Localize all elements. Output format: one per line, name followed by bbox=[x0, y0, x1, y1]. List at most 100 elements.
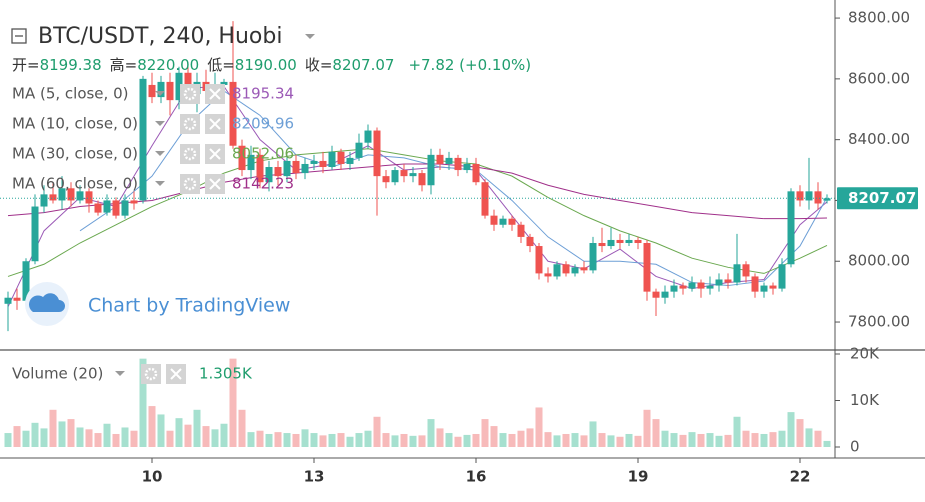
volume-bar bbox=[706, 433, 714, 447]
volume-bar bbox=[22, 430, 30, 447]
candle-body bbox=[265, 167, 273, 183]
candle-body bbox=[58, 188, 66, 201]
ohlc-label: 高= bbox=[110, 56, 138, 74]
volume-value: 1.305K bbox=[199, 365, 253, 383]
chart-title: BTC/USDT, 240, Huobi bbox=[38, 24, 282, 49]
candle-body bbox=[499, 218, 507, 225]
volume-bar bbox=[202, 426, 210, 447]
ohlc-value: 8199.38 bbox=[40, 56, 102, 74]
ma-dropdown[interactable] bbox=[155, 91, 165, 96]
title-dropdown[interactable] bbox=[305, 34, 315, 39]
collapse-icon[interactable] bbox=[11, 28, 27, 44]
candle-body bbox=[184, 72, 192, 95]
volume-bar bbox=[751, 433, 759, 447]
settings-icon bbox=[183, 117, 197, 131]
candle-body bbox=[688, 282, 696, 289]
candle-body bbox=[67, 188, 75, 201]
remove-icon bbox=[209, 118, 221, 130]
candle-body bbox=[670, 285, 678, 292]
volume-bar bbox=[166, 430, 174, 447]
change: +7.82 (+0.10%) bbox=[408, 56, 531, 74]
x-tick-label: 16 bbox=[466, 468, 487, 486]
volume-bar bbox=[283, 433, 291, 447]
settings-icon bbox=[144, 367, 158, 381]
volume-bar bbox=[364, 430, 372, 447]
candle-body bbox=[175, 72, 183, 101]
axes: 7800.008000.008200.008400.008600.008800.… bbox=[142, 9, 918, 486]
volume-bar bbox=[301, 429, 309, 447]
settings-button[interactable] bbox=[180, 174, 200, 194]
volume-bar bbox=[310, 433, 318, 447]
remove-icon bbox=[209, 148, 221, 160]
volume-tick-label: 20K bbox=[850, 344, 880, 362]
volume-bar bbox=[634, 435, 642, 447]
x-tick-label: 13 bbox=[304, 468, 325, 486]
volume-bar bbox=[823, 440, 831, 447]
x-tick-label: 10 bbox=[142, 468, 163, 486]
candle-body bbox=[283, 160, 291, 177]
ma-dropdown[interactable] bbox=[155, 121, 165, 126]
volume-bar bbox=[94, 433, 102, 447]
settings-button[interactable] bbox=[180, 84, 200, 104]
candle-body bbox=[157, 81, 165, 98]
candle-body bbox=[382, 176, 390, 183]
volume-bar bbox=[616, 436, 624, 447]
candle-body bbox=[166, 81, 174, 101]
volume-bar bbox=[436, 428, 444, 447]
volume-bar bbox=[49, 409, 57, 447]
ma-dropdown[interactable] bbox=[155, 181, 165, 186]
volume-bar bbox=[427, 419, 435, 447]
volume-bar bbox=[535, 407, 543, 447]
volume-bar bbox=[148, 406, 156, 447]
candle-body bbox=[580, 267, 588, 271]
volume-bar bbox=[643, 409, 651, 447]
candle-body bbox=[418, 173, 426, 186]
candle-body bbox=[823, 198, 831, 201]
candle-body bbox=[4, 297, 12, 304]
volume-dropdown[interactable] bbox=[115, 371, 125, 376]
volume-bar bbox=[238, 409, 246, 447]
candle-body bbox=[553, 264, 561, 277]
volume-bar bbox=[256, 430, 264, 447]
ohlc-label: 低= bbox=[207, 56, 235, 74]
volume-bar bbox=[796, 419, 804, 447]
volume-bar bbox=[121, 427, 129, 447]
volume-bar bbox=[814, 430, 822, 447]
ma-name: MA (10, close, 0) bbox=[12, 115, 138, 133]
settings-button[interactable] bbox=[141, 364, 161, 384]
candle-body bbox=[742, 264, 750, 277]
volume-bar bbox=[418, 435, 426, 447]
candle-body bbox=[130, 200, 138, 204]
volume-bar bbox=[517, 430, 525, 447]
settings-button[interactable] bbox=[180, 114, 200, 134]
volume-bar bbox=[391, 435, 399, 447]
candle-body bbox=[715, 279, 723, 286]
volume-bar bbox=[472, 433, 480, 447]
volume-bar bbox=[355, 433, 363, 447]
candle-body bbox=[706, 285, 714, 289]
ma-dropdown[interactable] bbox=[155, 151, 165, 156]
ma-value: 8142.23 bbox=[232, 175, 294, 193]
candle-body bbox=[391, 170, 399, 183]
remove-icon bbox=[209, 178, 221, 190]
settings-button[interactable] bbox=[180, 144, 200, 164]
volume-bar bbox=[103, 423, 111, 447]
candle-body bbox=[616, 239, 624, 244]
volume-bar bbox=[265, 433, 273, 447]
candle-body bbox=[724, 279, 732, 283]
volume-bar bbox=[571, 433, 579, 447]
volume-bar bbox=[184, 424, 192, 447]
candle-body bbox=[661, 291, 669, 298]
volume-bar bbox=[193, 409, 201, 447]
header: BTC/USDT, 240, Huobi 开=8199.38 高=8220.00 低… bbox=[11, 24, 531, 74]
candle-body bbox=[634, 239, 642, 244]
candle-body bbox=[535, 246, 543, 274]
volume-bar bbox=[139, 358, 147, 447]
y-tick-label: 7800.00 bbox=[848, 313, 910, 331]
remove-icon bbox=[209, 88, 221, 100]
ma-legend: MA (5, close, 0) 8195.34 MA (10, close, 0)… bbox=[12, 84, 294, 384]
candle-body bbox=[364, 130, 372, 143]
volume-bar bbox=[454, 436, 462, 447]
